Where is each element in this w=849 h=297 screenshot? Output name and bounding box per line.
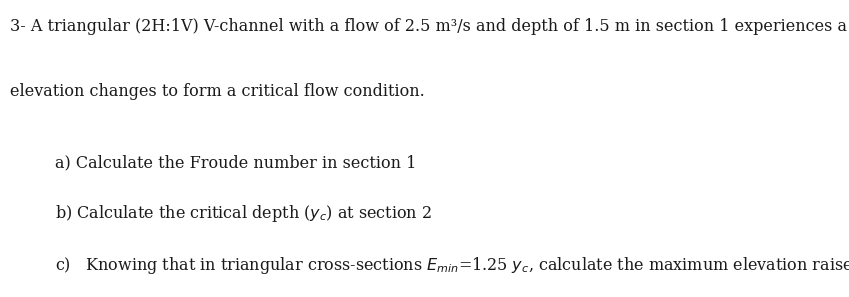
Text: b) Calculate the critical depth ($y_c$) at section 2: b) Calculate the critical depth ($y_c$) … [55,203,432,225]
Text: c)   Knowing that in triangular cross-sections $E_{min}$=1.25 $y_c$, calculate t: c) Knowing that in triangular cross-sect… [55,255,849,277]
Text: 3- A triangular (2H:1V) V-channel with a flow of 2.5 m³/s and depth of 1.5 m in : 3- A triangular (2H:1V) V-channel with a… [10,18,849,35]
Text: a) Calculate the Froude number in section 1: a) Calculate the Froude number in sectio… [55,154,417,171]
Text: elevation changes to form a critical flow condition.: elevation changes to form a critical flo… [10,83,425,100]
